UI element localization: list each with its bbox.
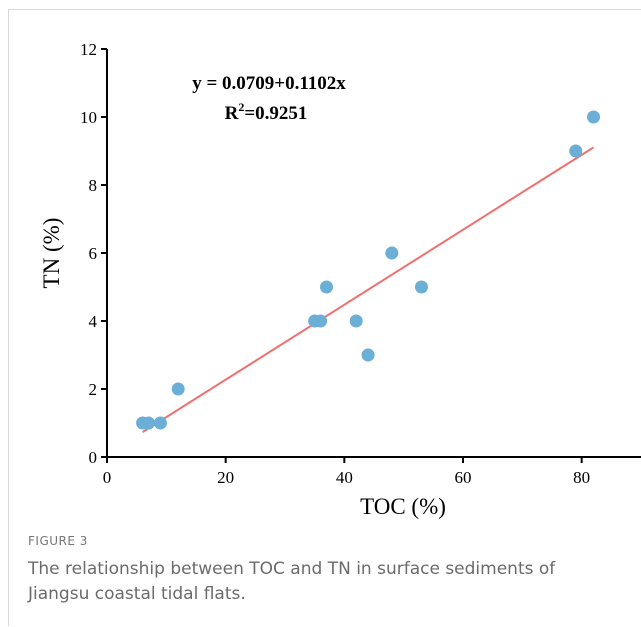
x-tick-label: 20: [217, 468, 234, 487]
figure-frame: [8, 9, 641, 626]
data-point: [314, 314, 328, 328]
x-tick-label: 60: [455, 468, 472, 487]
data-point: [361, 348, 375, 362]
y-tick-label: 12: [80, 40, 97, 59]
r2-prefix: R: [225, 103, 239, 124]
figure-label: FIGURE 3: [28, 534, 88, 548]
x-tick-label: 80: [573, 468, 590, 487]
data-point: [171, 382, 185, 396]
y-tick-label: 0: [89, 448, 98, 467]
figure-caption: The relationship between TOC and TN in s…: [28, 559, 556, 604]
r-squared-label: R2=0.9251: [225, 100, 308, 124]
fit-line-group: [142, 146, 595, 433]
data-point: [414, 280, 428, 294]
data-point: [349, 314, 363, 328]
regression-equation: y = 0.0709+0.1102x: [192, 73, 346, 94]
scatter-chart: 0 20 40 60 80 0 2 4 6 8 10 12 TOC (%) TN (%) y = 0.…: [39, 40, 641, 519]
data-point: [569, 144, 583, 158]
r2-superscript: 2: [238, 100, 244, 114]
data-point: [320, 280, 334, 294]
points-group: [136, 110, 601, 430]
y-tick-label: 6: [89, 244, 98, 263]
y-axis-label: TN (%): [39, 218, 64, 289]
data-point: [142, 416, 156, 430]
y-tick-label: 4: [89, 312, 98, 331]
x-tick-label: 40: [336, 468, 353, 487]
regression-line: [142, 146, 595, 433]
data-point: [153, 416, 167, 430]
axes: 0 20 40 60 80 0 2 4 6 8 10 12: [80, 40, 641, 487]
r2-value: =0.9251: [244, 103, 307, 124]
x-tick-label: 0: [103, 468, 112, 487]
y-tick-label: 2: [89, 380, 98, 399]
data-point: [587, 110, 601, 124]
y-tick-label: 10: [80, 108, 97, 127]
data-point: [385, 246, 399, 260]
y-tick-label: 8: [89, 176, 98, 195]
x-axis-label: TOC (%): [360, 494, 446, 519]
